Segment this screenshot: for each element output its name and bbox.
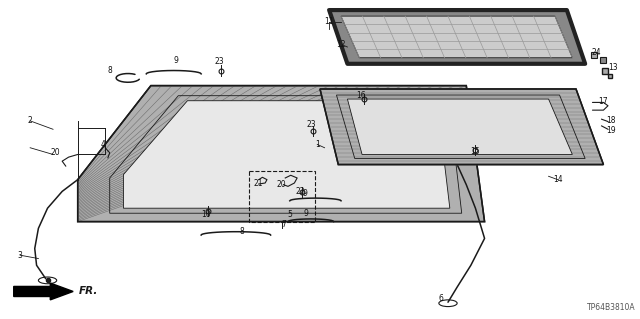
- Text: 15: 15: [470, 147, 480, 156]
- Text: 2: 2: [28, 116, 33, 125]
- Text: 6: 6: [438, 294, 443, 303]
- Text: 12: 12: [336, 40, 346, 49]
- Text: 3: 3: [18, 251, 22, 260]
- Text: 1: 1: [315, 140, 319, 149]
- Text: 19: 19: [606, 126, 616, 136]
- Text: 9: 9: [304, 209, 308, 218]
- Text: 13: 13: [608, 63, 618, 72]
- Polygon shape: [320, 89, 604, 165]
- Polygon shape: [13, 283, 73, 300]
- Text: 24: 24: [591, 48, 601, 56]
- Text: 4: 4: [101, 140, 106, 149]
- Text: TP64B3810A: TP64B3810A: [587, 303, 636, 312]
- Text: 7: 7: [281, 220, 286, 229]
- Polygon shape: [348, 99, 572, 154]
- Text: FR.: FR.: [79, 286, 98, 296]
- Text: 20: 20: [276, 180, 287, 189]
- Polygon shape: [341, 16, 572, 58]
- Text: 8: 8: [108, 66, 112, 75]
- Text: 10: 10: [201, 210, 211, 219]
- Text: 20: 20: [50, 148, 60, 157]
- Text: 5: 5: [287, 211, 292, 219]
- Text: 17: 17: [598, 97, 608, 106]
- Polygon shape: [77, 85, 484, 222]
- Text: 23: 23: [214, 56, 224, 66]
- Text: 9: 9: [302, 189, 307, 197]
- Polygon shape: [329, 10, 585, 64]
- Polygon shape: [124, 101, 450, 208]
- Text: 9: 9: [173, 56, 178, 65]
- Text: 21: 21: [253, 179, 262, 188]
- Text: 16: 16: [356, 91, 366, 100]
- Text: 22: 22: [295, 187, 305, 196]
- Text: 23: 23: [306, 120, 316, 129]
- Text: 14: 14: [553, 175, 563, 184]
- Text: 8: 8: [240, 227, 244, 236]
- Text: 18: 18: [606, 116, 616, 125]
- Text: 11: 11: [324, 17, 334, 26]
